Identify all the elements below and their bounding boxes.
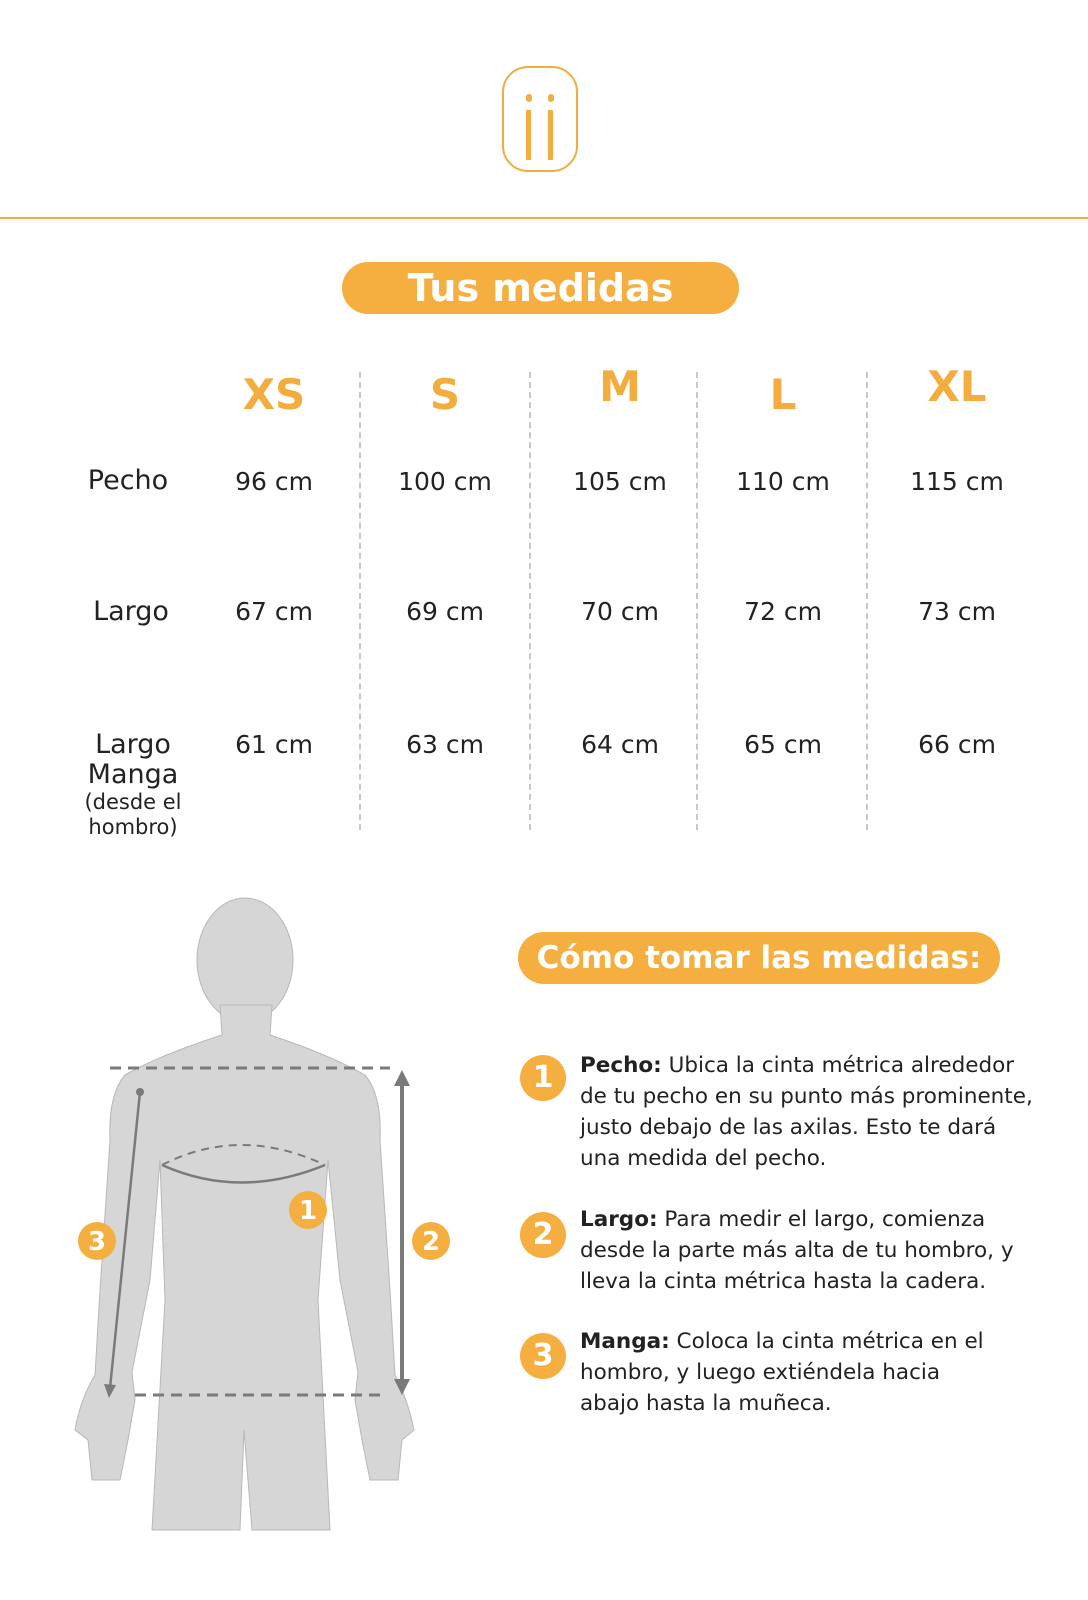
chest-loop-back — [161, 1144, 326, 1166]
figure-body — [74, 1004, 415, 1531]
step-pecho: Pecho: Ubica la cinta métrica alrededor … — [580, 1050, 1040, 1174]
column-divider — [696, 372, 698, 830]
marker-1-label: 1 — [299, 1196, 317, 1226]
logo-stem — [526, 110, 531, 160]
column-divider — [866, 372, 868, 830]
marker-1 — [289, 1191, 327, 1229]
step-number: 2 — [520, 1212, 566, 1258]
size-header-xs: XS — [242, 370, 306, 419]
step-text: Para medir el largo, comienza desde la p… — [580, 1207, 1014, 1294]
table-cell: 66 cm — [918, 730, 996, 759]
column-divider — [529, 372, 531, 830]
arrow-head — [104, 1384, 116, 1398]
body-figure: 1 2 3 — [74, 897, 450, 1531]
size-header-m: M — [599, 362, 641, 411]
arrow-head — [394, 1379, 410, 1395]
logo-dot — [548, 94, 554, 102]
divider — [0, 217, 1088, 219]
step-text: Coloca la cinta métrica en el hombro, y … — [580, 1329, 984, 1416]
table-cell: 96 cm — [235, 467, 313, 496]
table-cell: 63 cm — [406, 730, 484, 759]
table-cell: 100 cm — [398, 467, 492, 496]
marker-2 — [412, 1222, 450, 1260]
step-term: Largo: — [580, 1207, 658, 1232]
size-header-l: L — [769, 370, 797, 419]
table-cell: 73 cm — [918, 597, 996, 626]
step-largo: Largo: Para medir el largo, comienza des… — [580, 1204, 1040, 1297]
table-cell: 64 cm — [581, 730, 659, 759]
table-cell: 70 cm — [581, 597, 659, 626]
row-sublabel: (desde el hombro) — [84, 790, 182, 839]
table-cell: 65 cm — [744, 730, 822, 759]
logo-dot — [526, 94, 532, 102]
table-cell: 61 cm — [235, 730, 313, 759]
step-number: 3 — [520, 1333, 566, 1379]
row-label-largo: Largo — [93, 596, 169, 627]
figure-head — [196, 897, 294, 1023]
step-term: Manga: — [580, 1329, 670, 1354]
row-label-text: Largo Manga — [87, 729, 179, 790]
marker-3-label: 3 — [88, 1227, 106, 1257]
marker-3 — [78, 1222, 116, 1260]
table-cell: 67 cm — [235, 597, 313, 626]
table-cell: 72 cm — [744, 597, 822, 626]
chest-loop-front — [161, 1163, 326, 1184]
row-label-pecho: Pecho — [87, 465, 169, 496]
table-cell: 115 cm — [910, 467, 1004, 496]
marker-2-label: 2 — [422, 1227, 440, 1257]
size-header-xl: XL — [927, 362, 987, 411]
column-divider — [359, 372, 361, 830]
arrow-head — [394, 1070, 410, 1086]
step-text: Ubica la cinta métrica alrededor de tu p… — [580, 1053, 1033, 1171]
size-header-s: S — [429, 370, 461, 419]
step-manga: Manga: Coloca la cinta métrica en el hom… — [580, 1326, 990, 1419]
sleeve-arrow — [108, 1091, 142, 1389]
brand-logo — [502, 66, 578, 172]
page-title: Tus medidas — [342, 262, 739, 314]
logo-stem — [548, 110, 553, 160]
step-number: 1 — [520, 1055, 566, 1101]
row-label-largo-manga: Largo Manga (desde el hombro) — [63, 730, 203, 840]
how-to-measure-title: Cómo tomar las medidas: — [518, 932, 1000, 984]
table-cell: 105 cm — [573, 467, 667, 496]
step-term: Pecho: — [580, 1053, 662, 1078]
sleeve-start-dot — [136, 1088, 144, 1096]
table-cell: 110 cm — [736, 467, 830, 496]
table-cell: 69 cm — [406, 597, 484, 626]
